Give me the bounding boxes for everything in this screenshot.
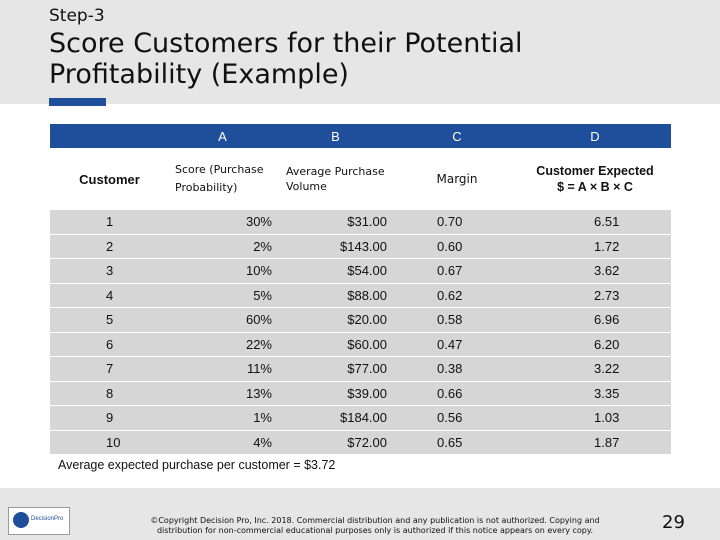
expected-cell: 6.96	[519, 307, 671, 332]
column-letter-row: A B C D	[50, 123, 671, 149]
slide-title: Score Customers for their Potential Prof…	[49, 28, 523, 90]
margin-cell: 0.58	[395, 307, 519, 332]
copyright-notice: ©Copyright Decision Pro, Inc. 2018. Comm…	[150, 516, 600, 535]
expected-cell: 3.62	[519, 258, 671, 283]
volume-cell: $60.00	[276, 331, 395, 357]
customer-cell: 2	[50, 233, 169, 259]
score-table: A B C D Customer Score (Purchase Probabi…	[50, 123, 671, 454]
customer-cell: 6	[50, 331, 169, 357]
margin-cell: 0.66	[395, 380, 519, 406]
expected-header-line1: Customer Expected	[536, 164, 654, 178]
expected-cell: 1.03	[519, 405, 671, 430]
column-letter-d: D	[519, 123, 671, 149]
table-body: 1 30% $31.00 0.70 6.51 2 2% $143.00 0.60 1.72 3 10%…	[50, 209, 671, 454]
margin-cell: 0.67	[395, 258, 519, 283]
table-row: 1 30% $31.00 0.70 6.51	[50, 209, 671, 234]
table-row: 3 10% $54.00 0.67 3.62	[50, 258, 671, 283]
header-band	[0, 0, 720, 104]
expected-cell: 3.22	[519, 356, 671, 381]
score-cell: 2%	[169, 233, 276, 259]
blank-header-cell	[50, 123, 169, 149]
customer-cell: 5	[50, 307, 169, 332]
score-cell: 4%	[169, 429, 276, 454]
table-row: 7 11% $77.00 0.38 3.22	[50, 356, 671, 381]
customer-cell: 9	[50, 405, 169, 430]
margin-cell: 0.65	[395, 429, 519, 454]
customer-cell: 7	[50, 356, 169, 381]
score-cell: 60%	[169, 307, 276, 332]
volume-cell: $77.00	[276, 356, 395, 381]
margin-header: Margin	[395, 148, 519, 210]
margin-cell: 0.70	[395, 209, 519, 234]
expected-cell: 6.20	[519, 331, 671, 357]
score-cell: 13%	[169, 380, 276, 406]
column-letter-b: B	[276, 123, 395, 149]
score-cell: 1%	[169, 405, 276, 430]
score-cell: 10%	[169, 258, 276, 283]
expected-header: Customer Expected $ = A × B × C	[519, 148, 671, 210]
table-row: 4 5% $88.00 0.62 2.73	[50, 282, 671, 308]
margin-cell: 0.62	[395, 282, 519, 308]
customer-cell: 1	[50, 209, 169, 234]
margin-cell: 0.56	[395, 405, 519, 430]
table-row: 8 13% $39.00 0.66 3.35	[50, 380, 671, 406]
expected-cell: 6.51	[519, 209, 671, 234]
volume-cell: $39.00	[276, 380, 395, 406]
volume-cell: $88.00	[276, 282, 395, 308]
table-row: 6 22% $60.00 0.47 6.20	[50, 331, 671, 357]
expected-cell: 2.73	[519, 282, 671, 308]
step-label: Step-3	[49, 6, 105, 26]
customer-cell: 10	[50, 429, 169, 454]
column-letter-c: C	[395, 123, 519, 149]
volume-cell: $184.00	[276, 405, 395, 430]
expected-cell: 1.72	[519, 233, 671, 259]
score-cell: 22%	[169, 331, 276, 357]
page-number: 29	[662, 512, 685, 533]
score-cell: 30%	[169, 209, 276, 234]
score-cell: 11%	[169, 356, 276, 381]
volume-cell: $54.00	[276, 258, 395, 283]
table-row: 5 60% $20.00 0.58 6.96	[50, 307, 671, 332]
volume-cell: $31.00	[276, 209, 395, 234]
table-row: 10 4% $72.00 0.65 1.87	[50, 429, 671, 454]
logo-text: DecisionPro	[31, 516, 64, 522]
volume-cell: $72.00	[276, 429, 395, 454]
customer-cell: 8	[50, 380, 169, 406]
volume-cell: $20.00	[276, 307, 395, 332]
customer-cell: 3	[50, 258, 169, 283]
customer-cell: 4	[50, 282, 169, 308]
company-logo: DecisionPro	[8, 507, 70, 535]
score-cell: 5%	[169, 282, 276, 308]
customer-header: Customer	[50, 148, 169, 210]
title-accent-bar	[49, 98, 106, 106]
expected-header-formula: $ = A × B × C	[557, 180, 633, 194]
margin-cell: 0.47	[395, 331, 519, 357]
expected-cell: 3.35	[519, 380, 671, 406]
avg-volume-header: Average Purchase Volume	[276, 148, 395, 210]
expected-cell: 1.87	[519, 429, 671, 454]
column-header-row: Customer Score (Purchase Probability) Av…	[50, 148, 671, 210]
logo-mark-icon	[13, 512, 29, 528]
margin-cell: 0.38	[395, 356, 519, 381]
footer-band	[0, 488, 720, 540]
table-row: 9 1% $184.00 0.56 1.03	[50, 405, 671, 430]
average-note: Average expected purchase per customer =…	[58, 458, 336, 472]
volume-cell: $143.00	[276, 233, 395, 259]
column-letter-a: A	[169, 123, 276, 149]
score-header: Score (Purchase Probability)	[169, 148, 276, 210]
margin-cell: 0.60	[395, 233, 519, 259]
table-row: 2 2% $143.00 0.60 1.72	[50, 233, 671, 259]
